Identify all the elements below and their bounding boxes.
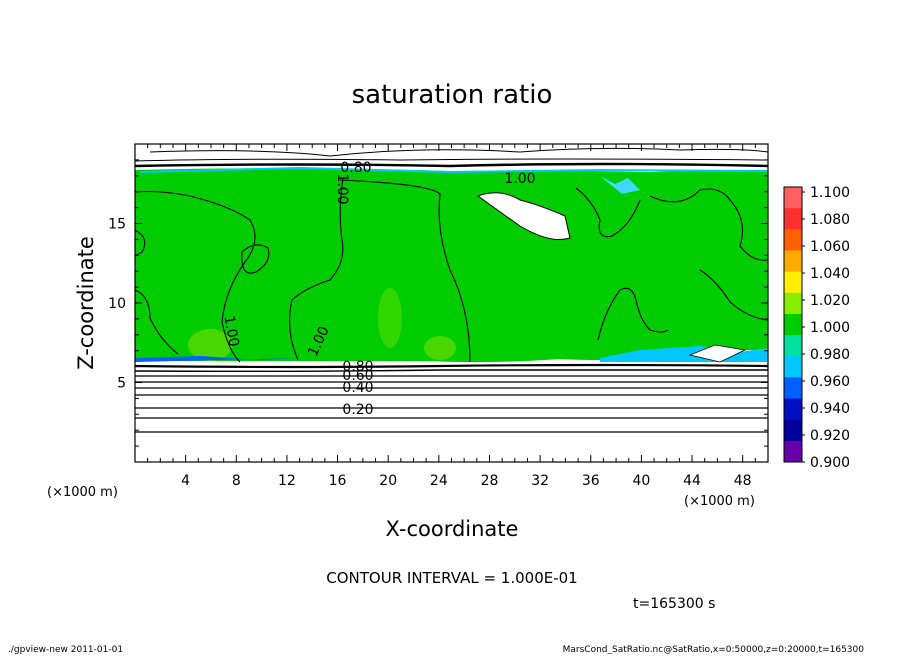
y-axis-title: Z-coordinate	[74, 236, 98, 370]
axis-ticks	[135, 144, 768, 462]
colorbar: 1.100 1.080 1.060 1.040 1.020 1.000 0.980 0.960…	[783, 185, 850, 471]
colorbar-swatch	[784, 250, 802, 273]
colorbar-swatch	[784, 313, 802, 336]
saturated-region	[135, 168, 768, 363]
colorbar-swatch	[784, 440, 802, 463]
x-tick-label: 44	[683, 473, 701, 489]
x-unit-note: (×1000 m)	[684, 494, 755, 509]
contour-label: 1.00	[220, 314, 241, 347]
field-patch	[424, 336, 456, 360]
x-tick-label: 16	[329, 473, 347, 489]
colorbar-swatch	[784, 271, 802, 294]
x-tick-label: 36	[582, 473, 600, 489]
cyan-patch	[600, 176, 640, 194]
colorbar-swatch	[784, 187, 802, 209]
x-tick-label: 4	[181, 473, 190, 489]
x-axis-title: X-coordinate	[386, 517, 519, 541]
footer-right: MarsCond_SatRatio.nc@SatRatio,x=0:50000,…	[563, 645, 865, 654]
x-tick-label: 32	[531, 473, 549, 489]
y-tick-label: 5	[117, 376, 126, 392]
dry-pocket	[688, 344, 747, 363]
colorbar-label: 1.080	[810, 212, 850, 228]
footer-left: ./gpview-new 2011-01-01	[8, 645, 123, 654]
colorbar-swatch	[784, 208, 802, 230]
colorbar-label: 0.960	[810, 374, 850, 390]
y-tick-label: 15	[108, 217, 126, 233]
colorbar-swatch	[784, 377, 802, 400]
y-tick-label: 10	[108, 296, 126, 312]
colorbar-frame	[783, 186, 803, 463]
field-patch	[378, 288, 402, 348]
contour-label: 0.60	[342, 368, 373, 384]
x-tick-label: 28	[481, 473, 499, 489]
colorbar-label: 1.100	[810, 185, 850, 201]
colorbar-label: 1.040	[810, 266, 850, 282]
contour-1-00	[135, 177, 768, 363]
colorbar-label: 1.060	[810, 239, 850, 255]
blue-edge	[135, 356, 300, 362]
colorbar-swatch	[784, 292, 802, 315]
colorbar-label: 1.000	[810, 320, 850, 336]
contour-label: 1.00	[504, 171, 535, 187]
plot-area	[135, 144, 768, 462]
x-tick-label: 48	[734, 473, 752, 489]
x-tick-label: 8	[232, 473, 241, 489]
contour-label: 0.80	[340, 160, 371, 176]
colorbar-swatch	[784, 356, 802, 378]
contour-label: 1.00	[334, 173, 350, 204]
colorbar-label: 0.920	[810, 428, 850, 444]
colorbar-label: 0.980	[810, 347, 850, 363]
x-tick-label: 20	[379, 473, 397, 489]
colorbar-label: 0.900	[810, 455, 850, 471]
colorbar-label: 1.020	[810, 293, 850, 309]
colorbar-swatch	[784, 398, 802, 421]
z-unit-note: (×1000 m)	[47, 485, 118, 500]
colorbar-swatch	[784, 419, 802, 442]
colorbar-swatch	[784, 335, 802, 357]
contour-lines-lower	[135, 363, 768, 433]
chart-title: saturation ratio	[352, 80, 553, 110]
field-patch	[188, 329, 232, 361]
colorbar-label: 0.940	[810, 401, 850, 417]
x-tick-label: 24	[430, 473, 448, 489]
contour-label: 0.20	[342, 402, 373, 418]
cyan-top-edge	[139, 166, 768, 174]
contour-interval-text: CONTOUR INTERVAL = 1.000E-01	[326, 569, 577, 587]
time-label: t=165300 s	[633, 596, 715, 612]
contour-label: 0.80	[342, 359, 373, 375]
colorbar-swatch	[784, 229, 802, 251]
x-tick-label: 40	[632, 473, 650, 489]
dry-pocket	[476, 192, 571, 240]
x-tick-label: 12	[278, 473, 296, 489]
contour-label: 0.40	[342, 380, 373, 396]
contour-lines-upper	[135, 147, 768, 168]
